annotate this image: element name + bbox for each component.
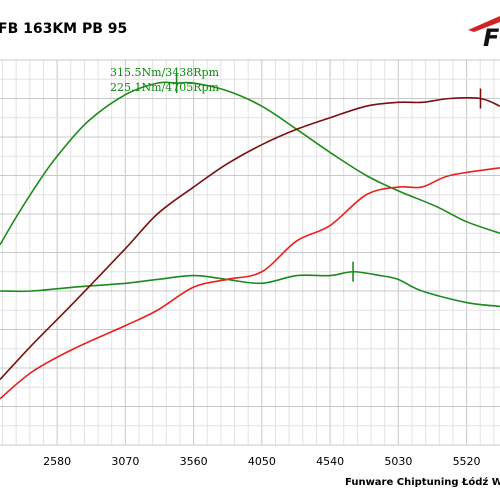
brand-logo: F <box>468 16 500 52</box>
series-layer <box>0 81 500 400</box>
series-line-torque_tuned <box>0 81 500 246</box>
footer-credit: Funware Chiptuning Łódź Wodoro <box>345 476 500 488</box>
x-tick-label: 5520 <box>453 455 481 468</box>
grid <box>0 59 500 446</box>
x-tick-label: 4540 <box>316 455 344 468</box>
series-line-power_stock <box>0 167 500 400</box>
annotation-torque: 315.5Nm/3438Rpm <box>110 66 220 79</box>
chart-title: FB 163KM PB 95 <box>0 21 127 37</box>
logo-swoosh-icon <box>468 16 500 32</box>
x-tick-label: 5030 <box>384 455 412 468</box>
logo-letter: F <box>483 24 500 52</box>
series-line-power_tuned <box>0 270 500 308</box>
x-tick-label: 3560 <box>180 455 208 468</box>
x-tick-label: 2580 <box>43 455 71 468</box>
x-tick-label: 4050 <box>248 455 276 468</box>
x-tick-label: 3070 <box>111 455 139 468</box>
annotation-power: 225.1Nm/4705Rpm <box>110 81 220 94</box>
series-line-torque_stock <box>0 96 500 381</box>
x-tick-labels: 2580 3070 3560 4050 4540 5030 5520 <box>43 455 480 468</box>
marker-layer <box>175 73 482 282</box>
